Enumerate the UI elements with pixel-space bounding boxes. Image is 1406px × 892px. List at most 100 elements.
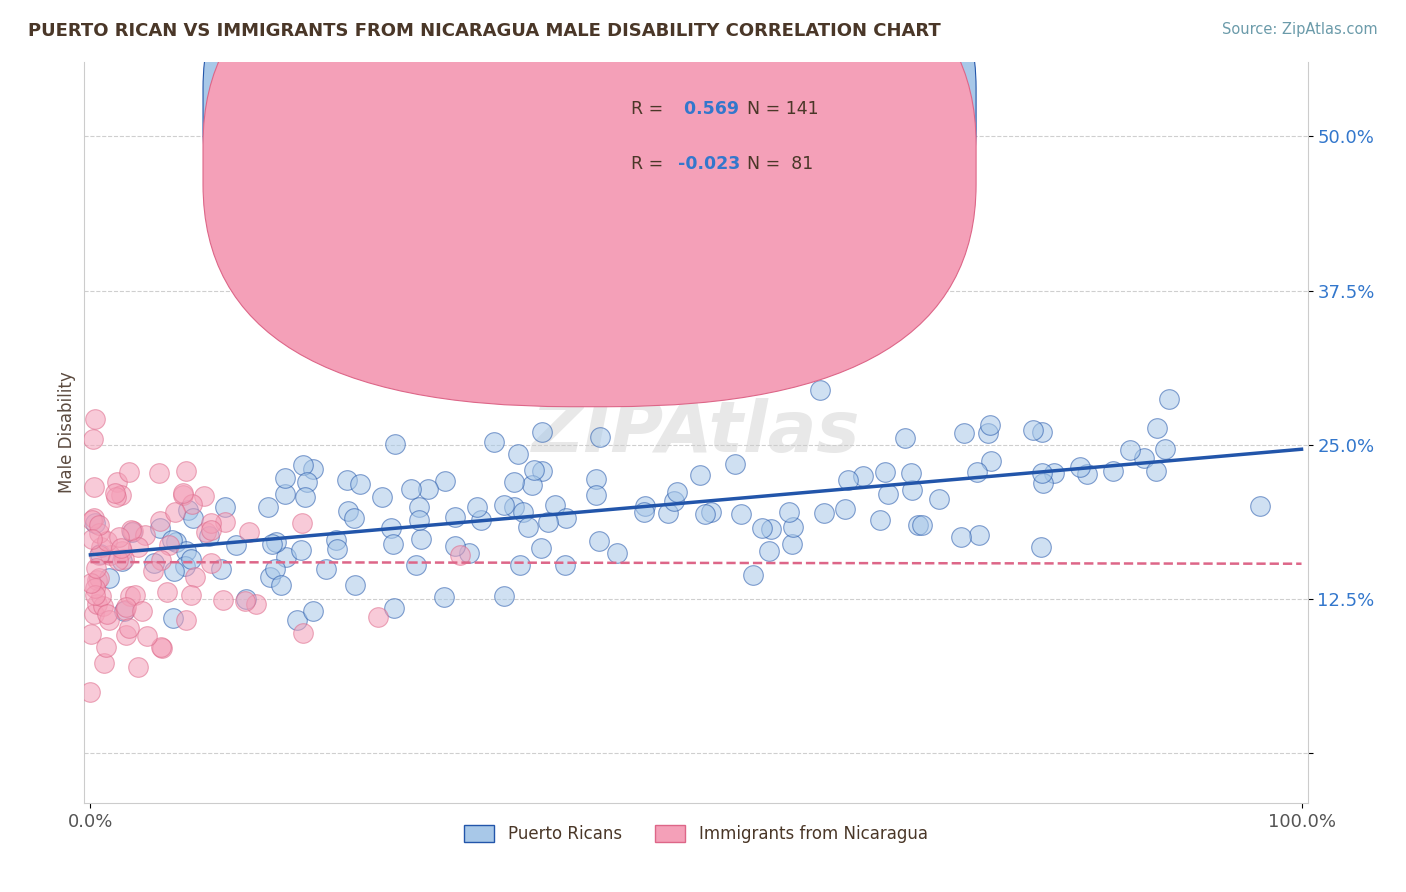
Point	[84, 561, 107, 575]
Point	[118, 621, 141, 635]
Point	[399, 482, 422, 496]
Point	[384, 437, 406, 451]
FancyBboxPatch shape	[202, 0, 976, 351]
Point	[105, 475, 128, 490]
Point	[127, 540, 149, 554]
Point	[197, 529, 219, 543]
Point	[758, 543, 780, 558]
Point	[606, 546, 628, 560]
Point	[689, 468, 711, 483]
Point	[82, 433, 104, 447]
Point	[1031, 466, 1053, 480]
Point	[180, 588, 202, 602]
Point	[911, 517, 934, 532]
Point	[180, 552, 202, 566]
Point	[1154, 442, 1177, 456]
Point	[588, 533, 610, 548]
Point	[380, 521, 402, 535]
Point	[103, 486, 125, 500]
Point	[209, 562, 232, 576]
Point	[142, 564, 165, 578]
Point	[118, 589, 141, 603]
Text: N =  81: N = 81	[748, 155, 814, 173]
Point	[1249, 499, 1271, 513]
Point	[86, 597, 108, 611]
Text: -0.023: -0.023	[678, 155, 740, 173]
Point	[634, 500, 657, 514]
Point	[200, 523, 222, 537]
Point	[382, 601, 405, 615]
Point	[214, 500, 236, 514]
Point	[176, 613, 198, 627]
Point	[115, 600, 138, 615]
Point	[530, 425, 553, 440]
Point	[89, 548, 111, 562]
Point	[336, 473, 359, 487]
Point	[585, 488, 607, 502]
Point	[900, 466, 922, 480]
Point	[470, 513, 492, 527]
Point	[110, 541, 132, 555]
Point	[235, 594, 257, 608]
Point	[900, 483, 922, 497]
Point	[285, 613, 308, 627]
Point	[238, 524, 260, 539]
Text: N = 141: N = 141	[748, 100, 818, 118]
Point	[537, 515, 560, 529]
Point	[83, 480, 105, 494]
Point	[516, 520, 538, 534]
Point	[110, 488, 132, 502]
Point	[291, 458, 314, 473]
Point	[782, 520, 804, 534]
Point	[458, 546, 481, 560]
Point	[183, 570, 205, 584]
Point	[149, 521, 172, 535]
Point	[967, 527, 990, 541]
Point	[520, 478, 543, 492]
Point	[274, 487, 297, 501]
Point	[662, 493, 685, 508]
Point	[1159, 392, 1181, 406]
Point	[315, 562, 337, 576]
Text: R =: R =	[631, 100, 664, 118]
Point	[295, 475, 318, 489]
Point	[1144, 464, 1167, 478]
Point	[135, 628, 157, 642]
Point	[235, 591, 257, 606]
Point	[695, 508, 717, 522]
Point	[873, 465, 896, 479]
Point	[742, 567, 765, 582]
Point	[112, 604, 135, 618]
Point	[949, 529, 972, 543]
Point	[1119, 443, 1142, 458]
Point	[966, 465, 988, 479]
Point	[93, 656, 115, 670]
Point	[349, 476, 371, 491]
Point	[291, 625, 314, 640]
Text: PUERTO RICAN VS IMMIGRANTS FROM NICARAGUA MALE DISABILITY CORRELATION CHART: PUERTO RICAN VS IMMIGRANTS FROM NICARAGU…	[28, 22, 941, 40]
Text: Source: ZipAtlas.com: Source: ZipAtlas.com	[1222, 22, 1378, 37]
Point	[156, 585, 179, 599]
Point	[382, 537, 405, 551]
Point	[172, 486, 194, 500]
Point	[163, 505, 186, 519]
Point	[291, 516, 314, 530]
Point	[503, 500, 526, 514]
Point	[367, 609, 389, 624]
Point	[1146, 421, 1168, 435]
Point	[759, 522, 782, 536]
Point	[531, 464, 554, 478]
Point	[150, 640, 173, 655]
Point	[121, 524, 143, 539]
Point	[90, 589, 112, 603]
Point	[174, 544, 197, 558]
Point	[443, 540, 465, 554]
Point	[114, 628, 136, 642]
Point	[181, 510, 204, 524]
Point	[449, 549, 471, 563]
Point	[107, 553, 129, 567]
Point	[530, 541, 553, 555]
Point	[94, 640, 117, 655]
Point	[89, 547, 111, 561]
Point	[852, 469, 875, 483]
